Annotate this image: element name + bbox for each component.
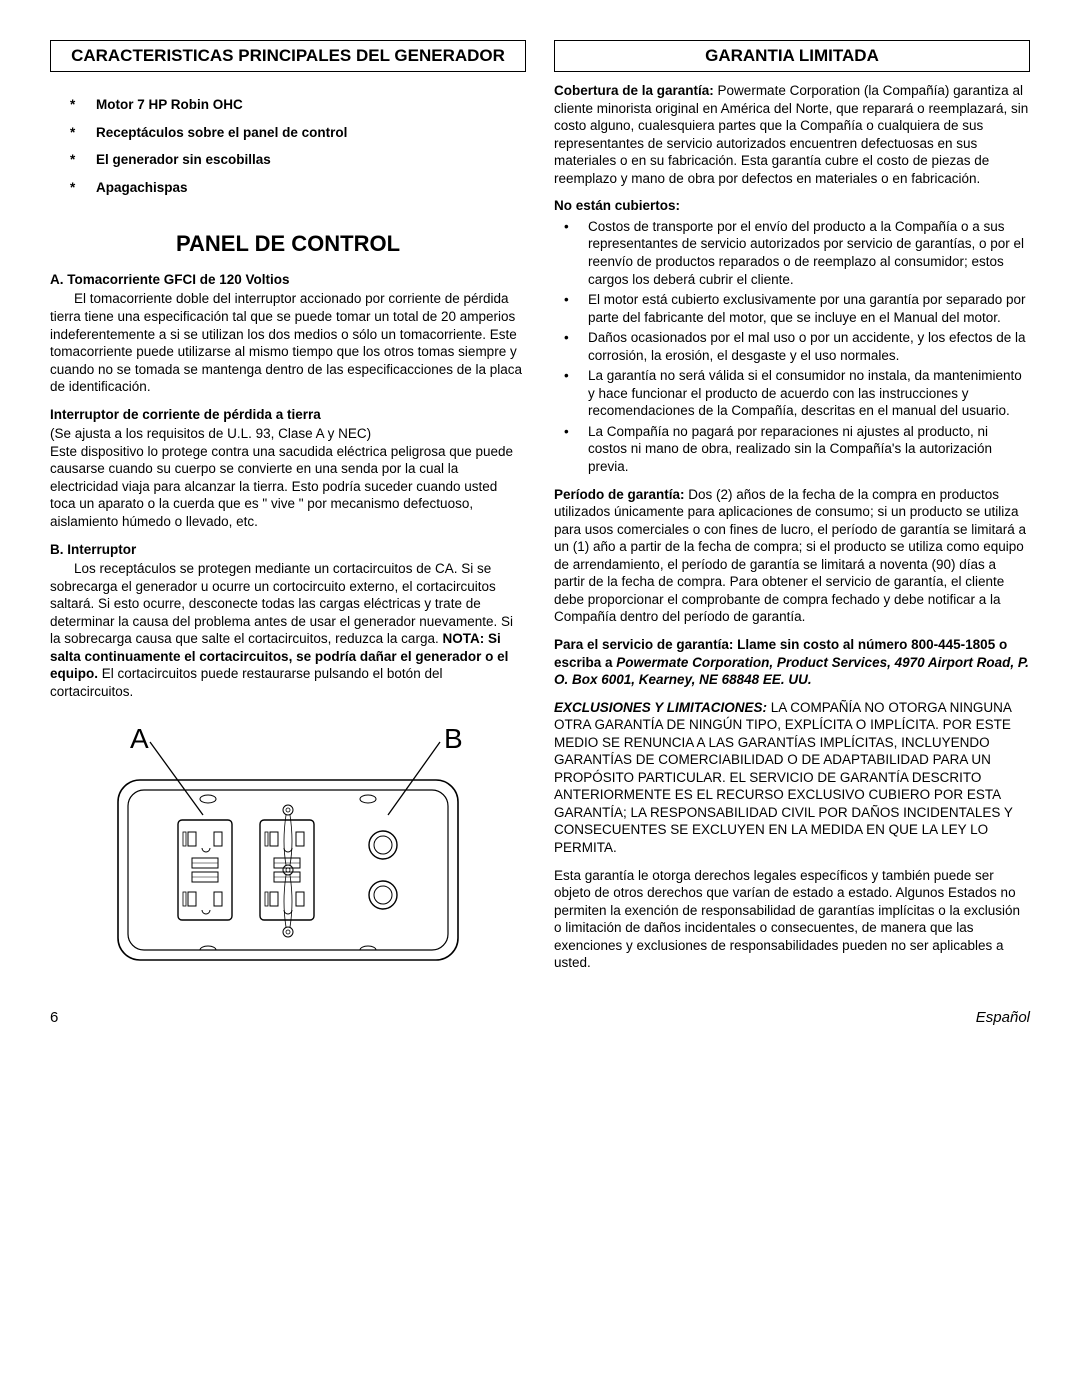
gfci-heading: Interruptor de corriente de pérdida a ti… <box>50 406 526 424</box>
feature-text: El generador sin escobillas <box>96 151 271 169</box>
gfci-body: (Se ajusta a los requisitos de U.L. 93, … <box>50 425 526 530</box>
feature-text: Motor 7 HP Robin OHC <box>96 96 243 114</box>
item-text: El motor está cubierto exclusivamente po… <box>588 291 1030 326</box>
not-covered-list: • Costos de transporte por el envío del … <box>554 218 1030 476</box>
diagram-label-b: B <box>444 723 463 754</box>
list-item: • La Compañía no pagará por reparaciones… <box>554 423 1030 476</box>
feature-item: * Apagachispas <box>70 179 526 197</box>
page-number: 6 <box>50 1008 58 1028</box>
coverage-label: Cobertura de la garantía: <box>554 83 714 98</box>
feature-text: Apagachispas <box>96 179 188 197</box>
item-text: Costos de transporte por el envío del pr… <box>588 218 1030 288</box>
control-panel-diagram: A B <box>50 720 526 980</box>
breaker-b <box>369 831 397 909</box>
features-header: CARACTERISTICAS PRINCIPALES DEL GENERADO… <box>50 40 526 72</box>
list-item: • El motor está cubierto exclusivamente … <box>554 291 1030 326</box>
diagram-label-a: A <box>130 723 149 754</box>
item-text: La Compañía no pagará por reparaciones n… <box>588 423 1030 476</box>
service-paragraph: Para el servicio de garantía: Llame sin … <box>554 636 1030 689</box>
bullet-icon: • <box>554 218 588 288</box>
asterisk-icon: * <box>70 96 96 114</box>
feature-list: * Motor 7 HP Robin OHC * Receptáculos so… <box>50 82 526 212</box>
gfci-outlet-a <box>178 820 232 920</box>
list-item: • La garantía no será válida si el consu… <box>554 367 1030 420</box>
section-b-heading: B. Interruptor <box>50 541 526 559</box>
section-a-body: El tomacorriente doble del interruptor a… <box>50 290 526 395</box>
section-b-body: Los receptáculos se protegen mediante un… <box>50 560 526 700</box>
bullet-icon: • <box>554 423 588 476</box>
page-footer: 6 Español <box>50 1008 1030 1028</box>
service-address: Powermate Corporation, Product Services,… <box>554 655 1029 688</box>
right-column: GARANTIA LIMITADA Cobertura de la garant… <box>554 40 1030 982</box>
feature-text: Receptáculos sobre el panel de control <box>96 124 347 142</box>
bullet-icon: • <box>554 367 588 420</box>
panel-header: PANEL DE CONTROL <box>50 230 526 259</box>
exclusions-paragraph: EXCLUSIONES Y LIMITACIONES: LA COMPAÑÍA … <box>554 699 1030 857</box>
body-text-2: El cortacircuitos puede restaurarse puls… <box>50 666 442 699</box>
asterisk-icon: * <box>70 124 96 142</box>
coverage-paragraph: Cobertura de la garantía: Powermate Corp… <box>554 82 1030 187</box>
bullet-icon: • <box>554 291 588 326</box>
feature-item: * El generador sin escobillas <box>70 151 526 169</box>
period-label: Período de garantía: <box>554 487 685 502</box>
section-a-heading: A. Tomacorriente GFCI de 120 Voltios <box>50 271 526 289</box>
list-item: • Daños ocasionados por el mal uso o por… <box>554 329 1030 364</box>
bullet-icon: • <box>554 329 588 364</box>
item-text: La garantía no será válida si el consumi… <box>588 367 1030 420</box>
feature-item: * Motor 7 HP Robin OHC <box>70 96 526 114</box>
warranty-header: GARANTIA LIMITADA <box>554 40 1030 72</box>
exclusions-label: EXCLUSIONES Y LIMITACIONES: <box>554 700 767 715</box>
not-covered-label: No están cubiertos: <box>554 197 1030 215</box>
gfci-outlet-a2 <box>260 820 314 920</box>
asterisk-icon: * <box>70 179 96 197</box>
language-label: Español <box>976 1008 1030 1028</box>
feature-item: * Receptáculos sobre el panel de control <box>70 124 526 142</box>
exclusions-body: LA COMPAÑÍA NO OTORGA NINGUNA OTRA GARAN… <box>554 700 1013 855</box>
period-body: Dos (2) años de la fecha de la compra en… <box>554 487 1026 625</box>
asterisk-icon: * <box>70 151 96 169</box>
item-text: Daños ocasionados por el mal uso o por u… <box>588 329 1030 364</box>
coverage-body: Powermate Corporation (la Compañía) gara… <box>554 83 1028 186</box>
list-item: • Costos de transporte por el envío del … <box>554 218 1030 288</box>
period-paragraph: Período de garantía: Dos (2) años de la … <box>554 486 1030 626</box>
left-column: CARACTERISTICAS PRINCIPALES DEL GENERADO… <box>50 40 526 982</box>
final-paragraph: Esta garantía le otorga derechos legales… <box>554 867 1030 972</box>
